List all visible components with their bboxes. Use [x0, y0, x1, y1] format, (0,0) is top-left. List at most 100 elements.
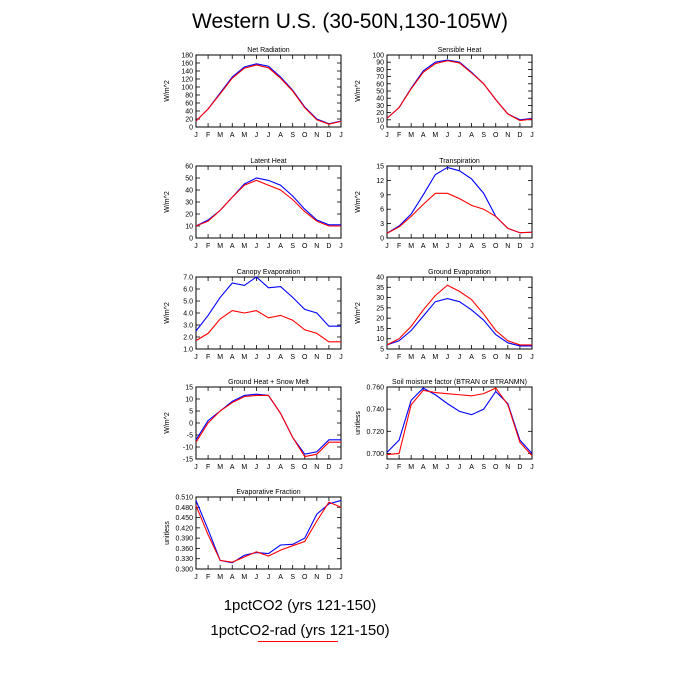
y-tick-label: -10 [183, 445, 193, 452]
y-tick-label: 0.360 [175, 546, 193, 553]
plot-frame [195, 165, 342, 239]
x-tick-label: D [517, 354, 522, 361]
y-tick-label: 0.390 [175, 536, 193, 543]
y-tick-label: 40 [185, 188, 193, 195]
y-tick-label: 4.0 [183, 311, 193, 318]
x-tick-label: J [267, 354, 271, 361]
x-tick-label: M [241, 354, 247, 361]
y-tick-label: 0.510 [175, 495, 193, 502]
y-tick-label: 20 [376, 110, 384, 117]
x-tick-label: S [290, 464, 295, 471]
x-tick-label: A [421, 354, 426, 361]
x-tick-label: J [194, 354, 198, 361]
x-tick-label: D [517, 464, 522, 471]
x-tick-label: J [194, 132, 198, 139]
y-tick-label: 10 [185, 224, 193, 231]
panel-8: Soil moisture factor (BTRAN or BTRANMN) u… [355, 379, 534, 471]
x-tick-label: J [194, 243, 198, 250]
y-tick-label: 40 [185, 109, 193, 116]
x-tick-label: M [241, 574, 247, 581]
x-tick-label: A [421, 243, 426, 250]
x-tick-label: J [446, 243, 450, 250]
page-title: Western U.S. (30-50N,130-105W) [192, 10, 508, 33]
x-tick-label: M [432, 132, 438, 139]
x-tick-label: J [530, 132, 534, 139]
x-tick-label: M [217, 243, 223, 250]
y-tick-label: 90 [376, 60, 384, 67]
x-tick-label: J [446, 132, 450, 139]
y-tick-label: 0 [380, 125, 384, 132]
y-tick-label: 20 [185, 212, 193, 219]
y-tick-label: 40 [376, 96, 384, 103]
y-tick-label: 70 [376, 74, 384, 81]
x-tick-label: S [481, 132, 486, 139]
x-tick-label: M [408, 132, 414, 139]
y-tick-label: 0 [189, 125, 193, 132]
y-tick-label: -5 [187, 433, 193, 440]
y-tick-label: 140 [181, 69, 193, 76]
y-tick-label: 120 [181, 77, 193, 84]
series-line-2 [195, 179, 341, 227]
y-tick-label: 3 [380, 221, 384, 228]
y-tick-label: 1.0 [183, 347, 193, 354]
y-tick-label: 2.0 [183, 335, 193, 342]
x-tick-label: O [302, 354, 308, 361]
x-tick-label: S [290, 354, 295, 361]
legend-entry-1: 1pctCO2 (yrs 121-150) [223, 597, 377, 614]
series-line-2 [386, 60, 533, 122]
x-tick-label: N [314, 574, 319, 581]
y-tick-label: 0.420 [175, 525, 193, 532]
series-line-2 [195, 64, 342, 125]
x-tick-label: O [493, 243, 499, 250]
x-tick-label: J [339, 574, 343, 581]
plot-frame [195, 496, 342, 570]
plot-frame [386, 165, 533, 239]
x-tick-label: J [385, 243, 389, 250]
x-tick-label: S [290, 243, 295, 250]
x-tick-label: M [217, 464, 223, 471]
panel-title: Sensible Heat [438, 47, 482, 54]
y-tick-label: 0.450 [175, 515, 193, 522]
y-axis-label: W/m^2 [164, 80, 171, 102]
plot-frame [386, 276, 533, 350]
x-tick-label: N [314, 464, 319, 471]
x-tick-label: J [385, 132, 389, 139]
x-tick-label: M [432, 464, 438, 471]
x-tick-label: M [241, 243, 247, 250]
series-line-2 [195, 394, 341, 458]
y-axis-label: W/m^2 [355, 80, 362, 102]
y-axis-label: W/m^2 [355, 302, 362, 324]
x-tick-label: N [505, 132, 510, 139]
x-tick-label: N [505, 464, 510, 471]
series-line-2 [386, 192, 533, 234]
y-axis-label: unitless [164, 521, 171, 545]
y-tick-label: 180 [181, 53, 193, 60]
y-tick-label: 0.760 [366, 385, 384, 392]
x-tick-label: N [505, 354, 510, 361]
y-tick-label: 10 [185, 397, 193, 404]
x-tick-label: S [481, 464, 486, 471]
x-tick-label: S [481, 354, 486, 361]
x-tick-label: D [326, 354, 331, 361]
series-line-1 [386, 166, 533, 234]
y-tick-label: 30 [376, 103, 384, 110]
x-tick-label: A [421, 132, 426, 139]
panel-5: Canopy Evaporation W/m^2 1.0 2.0 3.0 4.0 5.0 6.… [164, 269, 343, 361]
x-tick-label: F [206, 132, 210, 139]
x-tick-label: J [530, 243, 534, 250]
panel-title: Evaporative Fraction [236, 489, 300, 496]
x-tick-label: N [314, 354, 319, 361]
x-tick-label: A [230, 132, 235, 139]
y-axis-label: W/m^2 [164, 302, 171, 324]
y-tick-label: 60 [185, 164, 193, 171]
y-tick-label: 0.330 [175, 556, 193, 563]
y-tick-label: 0.480 [175, 505, 193, 512]
panel-title: Ground Evaporation [428, 269, 491, 276]
panel-title: Transpiration [439, 158, 480, 165]
y-tick-label: 9 [380, 192, 384, 199]
y-tick-label: 100 [181, 85, 193, 92]
series-line-2 [195, 310, 341, 343]
